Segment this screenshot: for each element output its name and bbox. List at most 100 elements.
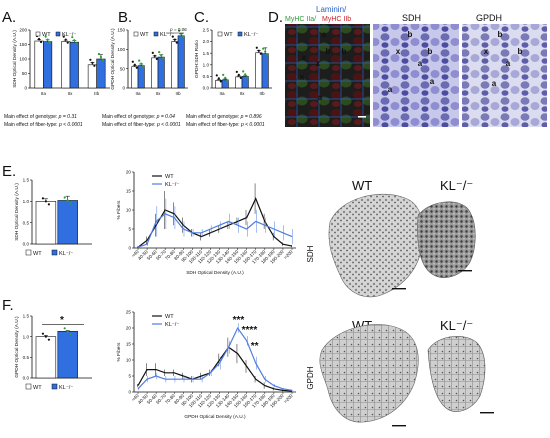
micrograph-fiber-label: a [322,30,327,39]
chart-a-point [37,37,41,41]
chart-c-xtick-label: IIb [259,91,265,96]
chart-c-point [239,76,242,79]
chart-e2-ytick-label: 0 [128,246,131,251]
chart-f1-point [47,338,51,341]
chart-c-legend-kl: KL⁻/⁻ [244,32,258,38]
sdh-micrograph [373,24,459,127]
chart-a-point [99,55,103,59]
chart-e1-bar [57,200,78,245]
chart-c-point [242,70,245,73]
micrograph-title-gpdh: GPDH [476,13,502,23]
chart-b-point [135,66,138,69]
chart-e2-ytick-label: 15 [126,189,132,194]
chart-a-point [75,42,78,45]
chart-e1-ytick-label: 0.0 [23,242,30,247]
chart-c-bar [255,52,263,89]
section-header-wt-top: WT [352,178,372,193]
chart-f1-legend-wt: WT [33,385,42,391]
chart-c-point [219,80,222,83]
chart-f2-ytick-label: 25 [126,310,132,315]
chart-a-ytick-label: 200 [19,28,27,33]
chart-b-legend-wt: WT [140,32,149,38]
chart-f1-legend-swatch-kl [51,383,58,390]
chart-f2-ytick-label: 20 [126,326,132,331]
chart-e1-legend-wt: WT [33,251,42,257]
chart-a-point [101,58,105,62]
chart-f2-xlabel: GPDH Optical Density (A.U.) [184,414,246,420]
chart-a-note: Main effect of genotype: p = 0.31 [4,114,77,120]
micrograph-title-iia: MyHC IIa/ [285,16,316,23]
chart-c-ytick-label: 1.0 [203,62,210,67]
chart-b-point [160,53,163,57]
chart-a-xtick-label: IIb [94,91,100,96]
chart-a-legend-kl: KL⁻/⁻ [62,32,76,38]
chart-b-note-p: p = 0.04 [156,114,175,120]
chart-b-ytick-label: 100 [117,47,125,52]
chart-a-point [46,38,49,41]
chart-e1-legend-swatch-wt [25,249,32,256]
chart-a-point [91,61,94,64]
micrograph-fiber-label: b [498,30,503,39]
gpdh-section-wt [319,324,419,423]
micrograph-fiber-label: a [418,59,423,68]
chart-c-note: Main effect of genotype: p = 0.896 [186,114,262,120]
chart-e2-ytick-label: 20 [126,170,132,175]
chart-b-note-text: Main effect of fiber-type: [102,122,157,128]
chart-c-point [259,52,262,55]
chart-f2-ytick-label: 0 [128,390,131,395]
chart-f2-sig-mark: ** [251,341,259,352]
micrograph-title-iib: MyHC IIb [322,16,351,23]
chart-c-xtick-label: IIa [219,91,225,96]
chart-c-point [215,74,218,77]
chart-a-note: Main effect of fiber-type: p < 0.0001 [4,122,83,128]
chart-a-note-p: p < 0.0001 [58,122,83,128]
chart-a-ytick-label: 100 [19,57,27,62]
micrograph-title-sdh: SDH [402,13,421,23]
chart-a-bar [61,41,71,89]
chart-e2-xlabel: SDH Optical Density (A.U.) [186,270,244,276]
scale-bar [358,116,366,118]
chart-c-ytick-label: 2.0 [203,39,210,44]
chart-a-bar [69,41,79,89]
chart-f2-ytick-label: 5 [128,374,131,379]
chart-a-point [62,35,65,38]
panel-letter-f: F. [2,297,14,314]
chart-f1-legend-kl: KL⁻/⁻ [59,385,73,391]
micrograph-fiber-label: b [408,30,413,39]
chart-b-point [151,51,154,54]
chart-f2-ylabel: % Fibers [116,342,122,362]
chart-f1-sig-mark: * [60,315,64,326]
chart-f2-series-line [137,346,293,392]
chart-c-point [262,47,265,50]
chart-e1-legend-kl: KL⁻/⁻ [59,251,73,257]
chart-e1-ytick-label: 1.0 [23,199,30,204]
chart-b-annotation: p = 0.06 [169,27,187,32]
chart-c-ytick-label: 1.5 [203,51,210,56]
chart-b-point [153,54,156,57]
micrograph-title-laminin: Laminin/ [316,5,347,14]
chart-e2-series-line [137,213,293,248]
chart-c-point [237,73,240,76]
panel-letter-e: E. [2,163,16,180]
chart-f1-bar [57,330,78,379]
chart-c-legend-wt: WT [224,32,233,38]
chart-c-point [266,53,269,56]
sdh-section-kl [417,201,476,278]
chart-f2-series-line [137,326,293,391]
chart-a-point [97,52,101,56]
chart-c-ytick-label: 2.5 [203,28,210,33]
chart-e1-ytick-label: 1.5 [23,178,30,183]
chart-c-ytick-label: 0.5 [203,74,210,79]
section-label-gpdh: GPDH [306,366,315,389]
chart-f2-xtick-label: <40 [131,393,140,402]
micrograph-fiber-label: b [428,47,433,56]
chart-b-point [173,38,176,41]
micrograph-fiber-label: b [342,47,347,56]
chart-c-point [244,73,247,76]
chart-e2-xtick-label: <40 [131,249,140,258]
chart-f2-ytick-label: 15 [126,342,132,347]
chart-c-note-p: p = 0.896 [240,114,262,120]
chart-e1-point [63,196,66,199]
